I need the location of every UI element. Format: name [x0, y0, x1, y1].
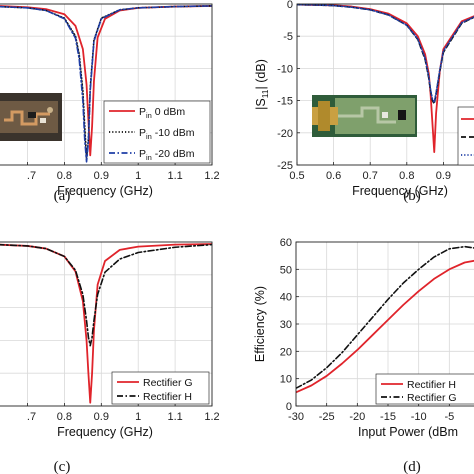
- legend-label: Pin 0 dBm: [139, 106, 185, 120]
- x-tick-label: 1.2: [204, 411, 219, 423]
- circuit-photo-a: [0, 93, 62, 141]
- legend-c: Rectifier G Rectifier H: [111, 371, 210, 405]
- x-tick-label: -10: [411, 411, 427, 423]
- legend-label: Pin -20 dBm: [139, 148, 195, 162]
- trace: [338, 106, 396, 124]
- x-tick-label: 1.1: [167, 411, 182, 423]
- y-tick-label: -15: [277, 96, 293, 108]
- legend-label: Pin -10 dBm: [139, 127, 195, 141]
- series-group: [297, 4, 474, 154]
- legend-box: [457, 106, 474, 166]
- component: [40, 118, 46, 123]
- component: [28, 112, 36, 118]
- series-line: [0, 243, 212, 347]
- chart-c: .7 0.8 0.9 1 1.1 1.2 Frequency (GHz) (c): [0, 241, 220, 474]
- via: [47, 107, 53, 113]
- x-tick-label: 1.1: [167, 170, 182, 182]
- panel-caption: (d): [403, 459, 421, 474]
- x-axis-label: Frequency (GHz): [57, 425, 153, 439]
- x-tick-label: 0.8: [57, 170, 72, 182]
- panel-caption: (a): [54, 188, 71, 204]
- x-axis-label: Frequency (GHz): [57, 184, 153, 198]
- y-tick-label: -20: [277, 128, 293, 140]
- x-tick-label: 0.8: [399, 170, 414, 182]
- y-tick-label: -25: [277, 160, 293, 172]
- y-tick-label: 50: [280, 264, 292, 276]
- y-tick-label: 40: [280, 292, 292, 304]
- x-tick-label: 0.5: [289, 170, 304, 182]
- x-tick-label: -20: [349, 411, 365, 423]
- legend-a: Pin 0 dBm Pin -10 dBm Pin -20 dBm: [103, 100, 211, 164]
- series-line: [0, 243, 212, 404]
- y-tick-label: -5: [283, 31, 293, 43]
- x-axis-label: Frequency (GHz): [352, 184, 448, 198]
- y-tick-label: 10: [280, 374, 292, 386]
- y-tick-label: 60: [280, 237, 292, 249]
- component: [398, 110, 406, 120]
- x-tick-label: 0.9: [436, 170, 451, 182]
- sma-connector: [318, 101, 330, 131]
- x-tick-label: 0.9: [94, 170, 109, 182]
- plot-frame: [296, 3, 474, 166]
- series-group: [0, 243, 212, 404]
- series-line: [297, 4, 474, 103]
- x-tick-label: .7: [27, 170, 36, 182]
- series-line: [296, 245, 474, 390]
- chart-b: 0.5 0.6 0.7 0.8 0.9 0 -5 -10 -15 -20 -25 Frequency …: [254, 0, 474, 204]
- legend-box: [111, 371, 210, 405]
- x-axis-label: Input Power (dBm: [358, 425, 458, 439]
- plot-frame: [0, 3, 213, 166]
- series-line: [296, 259, 474, 394]
- legend-b: [457, 106, 474, 166]
- y-tick-label: 30: [280, 319, 292, 331]
- series-group: [0, 5, 212, 163]
- component: [382, 112, 388, 118]
- x-tick-label: 0.8: [57, 411, 72, 423]
- panel-caption: (b): [403, 188, 421, 204]
- x-tick-label: .7: [27, 411, 36, 423]
- panel-caption: (c): [54, 459, 71, 474]
- legend-label: Rectifier H: [407, 379, 456, 391]
- x-tick-label: 0.9: [94, 411, 109, 423]
- series-line: [0, 5, 212, 163]
- legend-label: Rectifier H: [143, 391, 192, 403]
- x-tick-label: 0.6: [326, 170, 341, 182]
- chart-d: -30 -25 -20 -15 -10 -5 0 10 20 30 40 50 60 Input Powe…: [253, 237, 474, 474]
- x-tick-label: 1: [135, 411, 141, 423]
- plot-area: [297, 4, 474, 165]
- x-tick-label: -15: [380, 411, 396, 423]
- circuit-photo-b: [312, 95, 417, 137]
- y-axis-label: Efficiency (%): [253, 286, 267, 362]
- y-tick-label: 0: [287, 0, 293, 11]
- x-tick-label: -5: [444, 411, 454, 423]
- plot-frame: [0, 241, 213, 407]
- x-tick-label: 1: [135, 170, 141, 182]
- legend-label: Rectifier G: [143, 377, 193, 389]
- series-group: [296, 245, 474, 394]
- x-tick-label: 0.7: [363, 170, 378, 182]
- x-tick-label: 1.2: [204, 170, 219, 182]
- y-axis-label: |S11| (dB): [254, 59, 270, 110]
- legend-box: [375, 373, 474, 405]
- y-tick-label: -10: [277, 63, 293, 75]
- x-tick-label: -30: [288, 411, 304, 423]
- legend-label: Rectifier G: [407, 392, 457, 404]
- x-tick-label: -25: [319, 411, 335, 423]
- y-tick-label: 20: [280, 346, 292, 358]
- y-tick-label: 0: [286, 401, 292, 413]
